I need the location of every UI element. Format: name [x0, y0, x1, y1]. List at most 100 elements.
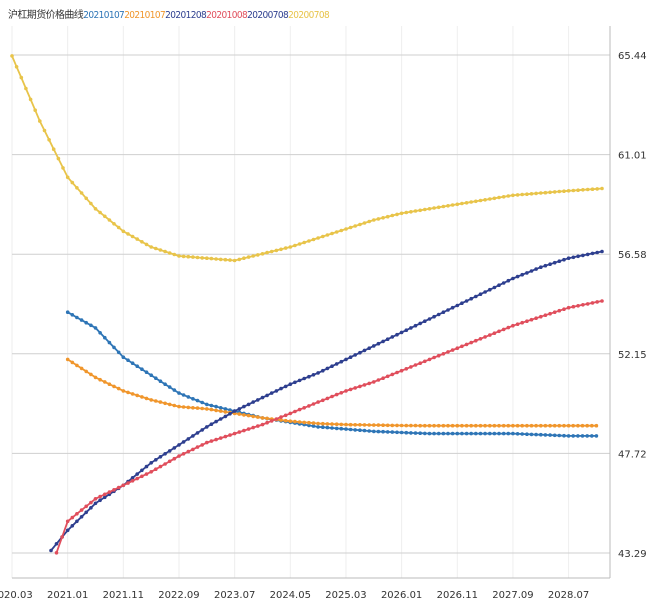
data-point — [79, 191, 84, 195]
data-point — [260, 422, 265, 427]
data-point — [288, 245, 293, 249]
data-point — [330, 422, 334, 426]
data-point — [595, 250, 599, 255]
data-point — [367, 423, 372, 427]
data-point — [418, 321, 423, 326]
data-point — [353, 423, 358, 427]
data-point — [576, 434, 580, 438]
data-point — [56, 156, 61, 161]
data-point — [112, 488, 116, 492]
data-point — [348, 355, 353, 360]
data-point — [75, 363, 79, 368]
data-point — [200, 406, 204, 411]
data-point — [390, 372, 395, 377]
data-point — [455, 423, 460, 428]
data-point — [60, 535, 64, 539]
data-point — [334, 392, 339, 397]
data-point — [70, 180, 75, 185]
data-point — [566, 434, 571, 438]
data-point — [571, 304, 576, 309]
data-point — [446, 431, 450, 436]
data-point — [255, 398, 260, 402]
data-point — [70, 313, 75, 317]
data-point — [441, 352, 446, 356]
data-point — [511, 276, 515, 281]
data-point — [228, 258, 232, 262]
data-point — [436, 312, 441, 317]
data-point — [265, 420, 269, 425]
data-point — [79, 508, 84, 512]
data-point — [418, 208, 423, 213]
data-point — [464, 431, 469, 436]
data-point — [140, 240, 144, 244]
data-point — [455, 431, 460, 436]
data-point — [385, 423, 390, 428]
data-point — [242, 256, 246, 261]
data-point — [163, 382, 167, 387]
data-point — [24, 86, 28, 91]
data-point — [529, 192, 534, 196]
data-point — [506, 278, 511, 283]
data-point — [191, 255, 195, 259]
data-point — [446, 308, 450, 312]
data-point — [376, 341, 381, 346]
data-point — [297, 407, 302, 412]
data-point — [404, 328, 409, 333]
x-tick-label: 2026.01 — [381, 590, 422, 601]
data-point — [269, 419, 274, 423]
data-point — [600, 249, 604, 254]
data-point — [534, 191, 538, 196]
data-point — [390, 430, 395, 434]
data-point — [478, 198, 483, 203]
data-point — [358, 384, 362, 389]
data-point — [209, 256, 214, 261]
data-point — [543, 263, 548, 268]
data-point — [525, 432, 529, 437]
data-point — [149, 470, 153, 474]
data-point — [344, 427, 348, 431]
data-point — [107, 218, 112, 222]
data-point — [358, 350, 362, 355]
data-point — [103, 495, 107, 500]
data-point — [590, 301, 595, 305]
data-point — [140, 367, 144, 372]
data-point — [209, 407, 214, 412]
data-point — [112, 345, 116, 350]
data-point — [381, 339, 385, 344]
data-point — [279, 418, 283, 422]
data-point — [126, 481, 130, 485]
data-point — [330, 426, 334, 430]
data-point — [98, 494, 102, 499]
data-point — [399, 430, 404, 435]
y-tick-label: 43.29 — [618, 549, 647, 560]
data-point — [279, 247, 283, 252]
data-point — [395, 212, 399, 217]
data-point — [552, 423, 557, 428]
data-point — [339, 422, 344, 427]
data-point — [511, 193, 515, 198]
data-point — [543, 423, 548, 428]
data-point — [557, 308, 562, 313]
data-point — [98, 377, 102, 382]
legend-item-2: 20210107 — [124, 10, 166, 21]
data-point — [590, 434, 594, 438]
data-point — [436, 423, 441, 428]
data-point — [51, 147, 56, 151]
data-point — [325, 366, 330, 371]
data-point — [79, 366, 84, 371]
data-point — [325, 422, 330, 426]
data-point — [381, 423, 385, 428]
data-point — [455, 303, 460, 308]
data-point — [566, 305, 571, 310]
data-point — [93, 375, 98, 380]
data-point — [432, 423, 436, 428]
data-point — [144, 472, 149, 476]
data-point — [325, 233, 330, 237]
series-line-1 — [67, 311, 597, 437]
data-point — [497, 423, 501, 428]
data-point — [413, 323, 418, 328]
data-point — [501, 423, 506, 428]
data-point — [186, 395, 191, 399]
data-point — [103, 380, 107, 384]
data-point — [557, 189, 562, 194]
